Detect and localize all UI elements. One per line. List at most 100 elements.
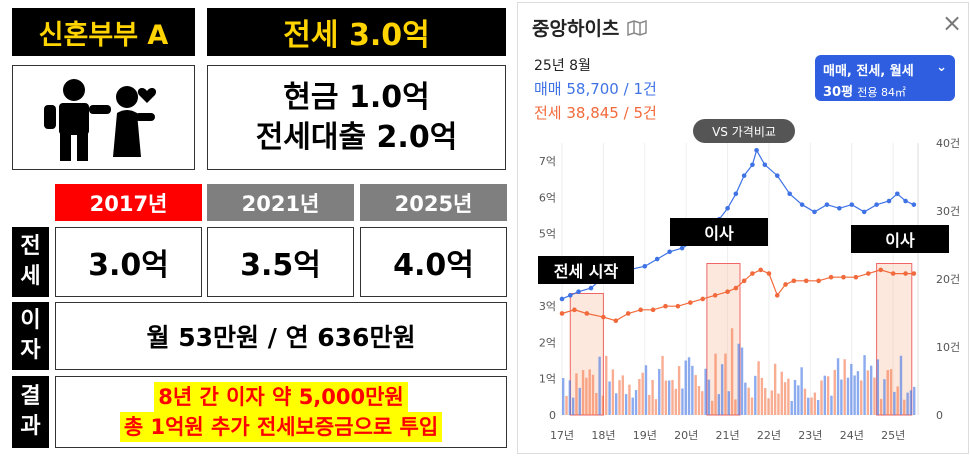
compare-button[interactable]: VS 가격비교	[693, 119, 795, 143]
volume-bar	[760, 377, 764, 415]
data-point	[890, 271, 896, 276]
filter-types: 매매, 전세, 월세	[823, 64, 914, 79]
interest-text: 월 53만원 / 연 636만원	[146, 323, 416, 352]
volume-bar	[711, 400, 714, 415]
data-point	[576, 289, 581, 294]
annotation-move-1-text: 이사	[704, 224, 734, 243]
y-left-tick-label: 0	[549, 409, 556, 422]
volume-bar	[783, 382, 787, 415]
volume-bar	[581, 370, 585, 415]
move-period-highlight	[876, 263, 913, 416]
volume-bar	[605, 355, 608, 415]
couple-title: 신혼부부 A	[12, 8, 195, 56]
volume-bar	[654, 399, 658, 415]
data-point	[733, 285, 739, 291]
volume-bar	[850, 363, 853, 415]
data-point	[837, 205, 842, 211]
volume-bar	[853, 375, 856, 415]
x-tick-label: 22년	[757, 429, 781, 442]
volume-bar	[730, 328, 734, 415]
volume-bar	[664, 380, 668, 415]
volume-bar	[906, 392, 909, 415]
data-point	[559, 296, 565, 302]
volume-bar	[631, 397, 634, 415]
volume-bar	[562, 378, 565, 415]
volume-bar	[727, 391, 730, 415]
close-icon[interactable]: ×	[942, 9, 963, 37]
jeonse-side-char-2: 세	[20, 264, 41, 289]
y-right-tick-label: 20건	[936, 273, 960, 286]
volume-bar	[803, 388, 807, 415]
data-point	[667, 249, 672, 255]
volume-bar	[694, 375, 697, 415]
data-point	[787, 191, 792, 197]
volume-bar	[863, 355, 866, 415]
year-2025-label: 2025년	[394, 191, 473, 216]
loan-line: 전세대출 2.0억	[255, 119, 458, 155]
volume-bar	[886, 370, 889, 415]
filter-bottom-row: 30평 전용 84㎡	[823, 81, 947, 100]
volume-bar	[833, 369, 836, 415]
volume-bar	[830, 395, 833, 415]
filter-top-row: 매매, 전세, 월세 ⌄	[823, 60, 947, 79]
trade-type-filter[interactable]: 매매, 전세, 월세 ⌄ 30평 전용 84㎡	[815, 55, 955, 101]
data-point	[750, 162, 755, 168]
x-tick-label: 19년	[633, 429, 657, 442]
x-tick-label: 17년	[550, 429, 574, 442]
result-side-char-2: 과	[20, 414, 41, 439]
map-icon[interactable]	[627, 19, 648, 36]
data-point	[712, 293, 718, 298]
volume-bar	[628, 384, 631, 415]
interest-side-char-1: 이	[20, 308, 41, 333]
data-point	[625, 311, 631, 316]
data-point	[725, 289, 730, 294]
volume-bar	[793, 379, 797, 415]
volume-bar	[614, 393, 618, 415]
data-point	[878, 267, 884, 273]
year-2017-label: 2017년	[89, 191, 168, 216]
volume-bar	[750, 397, 754, 415]
data-point	[799, 202, 805, 207]
volume-bar	[913, 386, 916, 415]
volume-bar	[720, 364, 724, 415]
volume-bar	[634, 390, 638, 415]
volume-bar	[744, 382, 747, 415]
data-point	[725, 205, 730, 211]
data-point	[824, 202, 830, 207]
volume-bar	[641, 372, 644, 415]
y-right-tick-label: 0	[936, 409, 943, 422]
interest-side-char-2: 자	[20, 338, 41, 363]
data-point	[766, 271, 772, 276]
data-point	[642, 264, 648, 269]
volume-bar	[836, 358, 840, 415]
data-point	[783, 282, 788, 287]
year-2021-label: 2021년	[241, 191, 320, 216]
volume-bar	[747, 387, 750, 415]
volume-bar	[598, 356, 601, 415]
volume-bar	[780, 371, 783, 415]
volume-bar	[893, 391, 896, 415]
data-point	[812, 209, 817, 215]
data-point	[903, 271, 908, 276]
volume-bar	[681, 388, 684, 415]
data-point	[688, 300, 693, 305]
y-left-tick-label: 6억	[539, 191, 556, 204]
data-point	[828, 274, 834, 280]
data-point	[700, 296, 706, 302]
couple-title-text: 신혼부부 A	[38, 19, 169, 51]
volume-bar	[667, 380, 671, 415]
jeonse-2021-text: 3.5억	[240, 248, 321, 283]
volume-bar	[737, 343, 740, 415]
volume-bar	[883, 379, 886, 415]
data-point	[733, 191, 739, 197]
result-line-2: 총 1억원 추가 전세보증금으로 투입	[119, 412, 443, 442]
data-point	[750, 271, 755, 276]
volume-bar	[658, 368, 661, 415]
jeonse-summary: 전세 38,845 / 5건	[534, 104, 657, 122]
x-tick-label: 18년	[591, 429, 615, 442]
volume-bar	[677, 366, 681, 415]
filter-size: 30평	[823, 85, 854, 100]
volume-bar	[816, 399, 820, 415]
volume-bar	[873, 377, 876, 415]
data-point	[841, 274, 846, 280]
